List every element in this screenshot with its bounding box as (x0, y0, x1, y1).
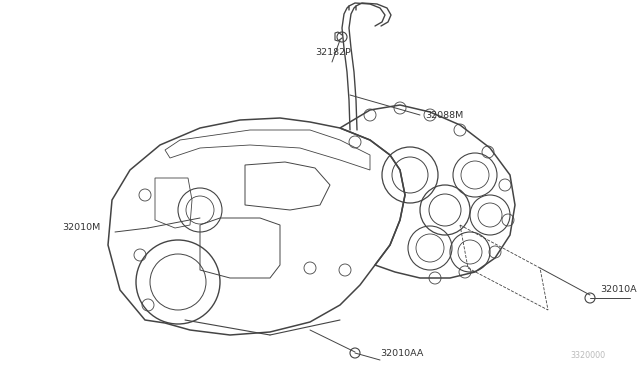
Text: 32088M: 32088M (425, 111, 463, 120)
Text: 32010A: 32010A (600, 285, 637, 294)
Text: 32010AA: 32010AA (380, 349, 424, 358)
Text: 32182P: 32182P (315, 48, 351, 57)
Text: 32010M: 32010M (62, 223, 100, 232)
Text: 3320000: 3320000 (570, 351, 605, 360)
